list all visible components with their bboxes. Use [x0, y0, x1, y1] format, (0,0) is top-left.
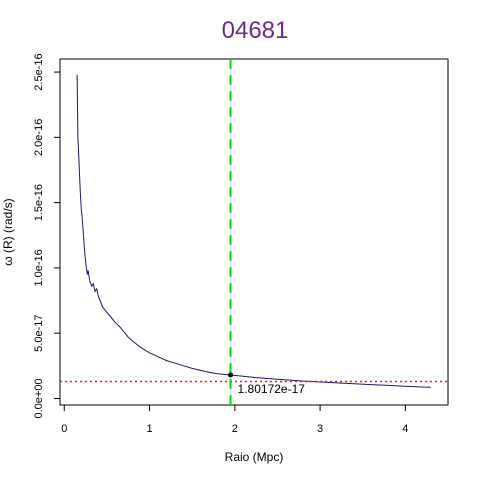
- y-axis: 0.0e+00 5.0e-17 1.0e-16 1.5e-16 2.0e-16 2.5e-…: [33, 53, 61, 419]
- y-tick-label: 0.0e+00: [33, 378, 45, 418]
- x-tick-label: 2: [232, 423, 238, 435]
- x-tick-label: 0: [61, 423, 67, 435]
- x-tick-label: 3: [317, 423, 323, 435]
- y-tick-label: 5.0e-17: [33, 315, 45, 352]
- x-axis-title: Raio (Mpc): [225, 450, 284, 464]
- series-layer: [76, 74, 431, 388]
- x-tick-label: 1: [146, 423, 152, 435]
- x-axis: 0 1 2 3 4: [61, 404, 408, 435]
- marker-label: 1.80172e-17: [238, 382, 306, 396]
- series-line: [76, 74, 431, 388]
- chart-title: 04681: [222, 17, 289, 44]
- y-tick-label: 1.0e-16: [33, 249, 45, 286]
- y-axis-title: ω (R) (rad/s): [1, 198, 15, 265]
- y-tick-label: 2.0e-16: [33, 119, 45, 156]
- plot-frame: [59, 58, 449, 406]
- marker-point: [228, 372, 234, 378]
- reference-lines: 1.80172e-17: [60, 59, 448, 405]
- x-tick-label: 4: [402, 423, 408, 435]
- y-tick-label: 2.5e-16: [33, 53, 45, 90]
- y-tick-label: 1.5e-16: [33, 184, 45, 221]
